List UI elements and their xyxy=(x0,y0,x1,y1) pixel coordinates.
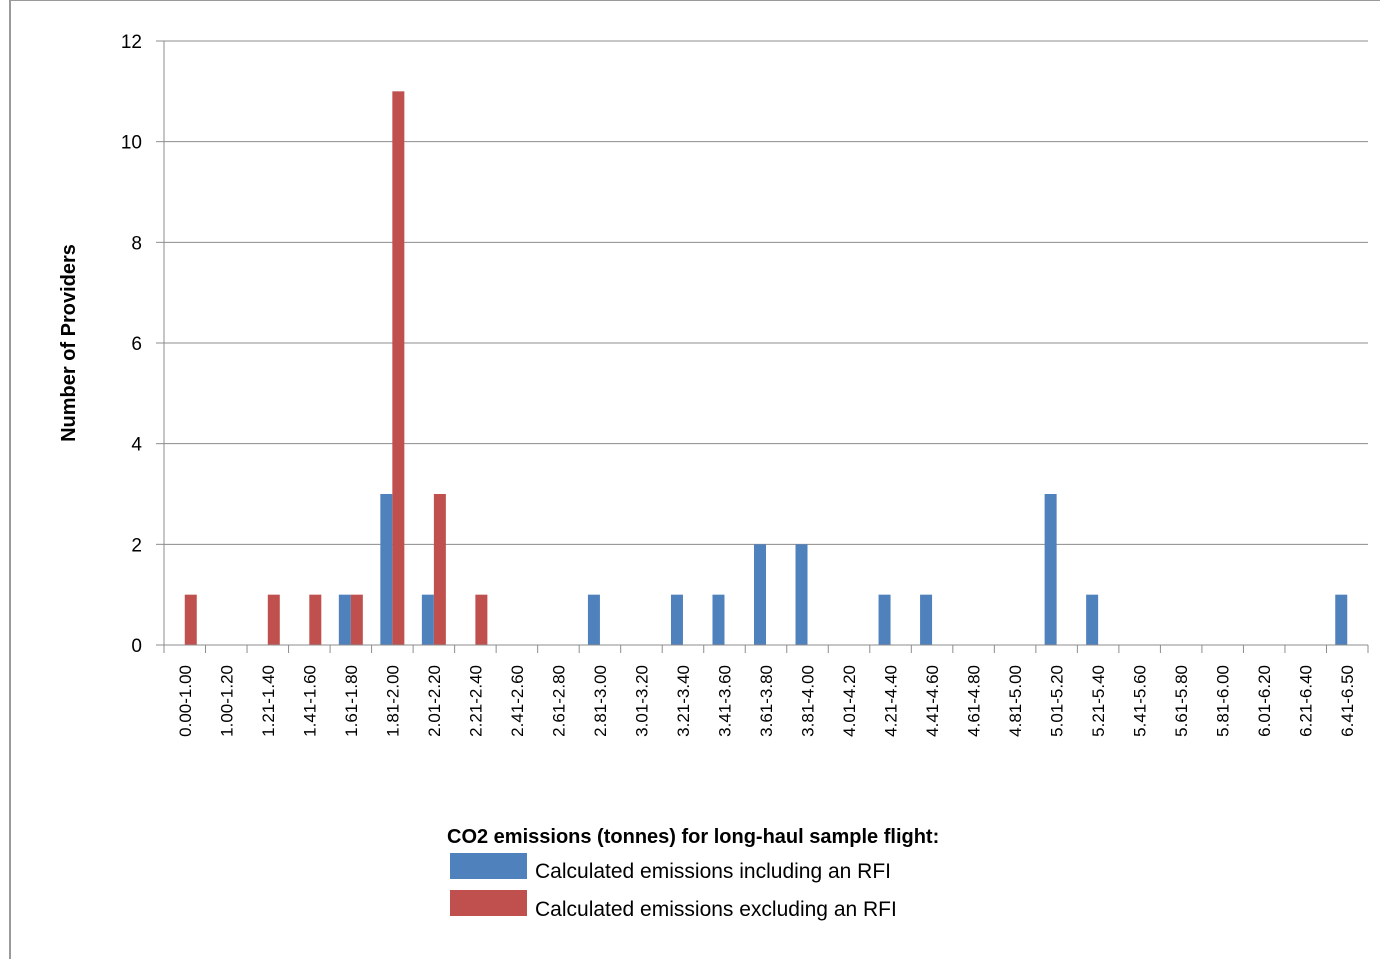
bar-excluding-rfi xyxy=(267,594,280,645)
bar-excluding-rfi xyxy=(309,594,322,645)
bar-including-rfi xyxy=(754,544,766,645)
bar-excluding-rfi xyxy=(433,494,446,645)
x-tick-label: 1.21-1.40 xyxy=(259,665,278,737)
x-tick-label: 3.81-4.00 xyxy=(799,665,818,737)
x-tick-label: 0.00-1.00 xyxy=(176,665,195,737)
bar-including-rfi xyxy=(1086,594,1099,645)
x-tick-label: 4.61-4.80 xyxy=(965,665,984,737)
x-tick-label: 3.61-3.80 xyxy=(757,665,776,737)
bar-excluding-rfi xyxy=(475,594,488,645)
legend-swatch-excluding-rfi xyxy=(450,890,527,916)
y-tick-labels: 0 2 4 6 8 10 12 xyxy=(121,32,143,657)
bar-excluding-rfi xyxy=(350,594,363,645)
axes xyxy=(163,41,1369,653)
x-tick-label: 5.01-5.20 xyxy=(1048,665,1067,737)
y-tick-label: 2 xyxy=(131,535,142,556)
x-tick-label: 6.21-6.40 xyxy=(1297,665,1316,737)
legend-label-excluding-rfi: Calculated emissions excluding an RFI xyxy=(535,898,897,921)
x-tick-label: 5.61-5.80 xyxy=(1172,665,1191,737)
x-tick-label: 3.21-3.40 xyxy=(674,665,693,737)
bar-including-rfi xyxy=(587,594,600,645)
bar-including-rfi xyxy=(1335,594,1348,645)
x-tick-label: 3.01-3.20 xyxy=(632,665,651,737)
x-tick-label: 1.00-1.20 xyxy=(217,665,236,737)
bar-including-rfi xyxy=(421,594,434,645)
y-tick-label: 6 xyxy=(131,334,142,355)
x-tick-label: 5.41-5.60 xyxy=(1131,665,1150,737)
bar-including-rfi xyxy=(920,594,933,645)
x-tick-label: 6.41-6.50 xyxy=(1338,665,1357,737)
legend-label-including-rfi: Calculated emissions including an RFI xyxy=(535,860,891,883)
x-tick-labels: 0.00-1.00 1.00-1.20 1.21-1.40 1.41-1.60 1.61… xyxy=(176,665,1357,737)
bar-including-rfi xyxy=(380,494,393,645)
x-tick-label: 3.41-3.60 xyxy=(715,665,734,737)
x-tick-label: 4.41-4.60 xyxy=(923,665,942,737)
x-tick-label: 5.21-5.40 xyxy=(1089,665,1108,737)
bar-including-rfi xyxy=(795,544,808,645)
x-tick-label: 2.41-2.60 xyxy=(508,665,527,737)
y-axis-label: Number of Providers xyxy=(58,244,80,442)
bar-including-rfi xyxy=(712,594,725,645)
x-tick-label: 6.01-6.20 xyxy=(1255,665,1274,737)
legend-swatch-including-rfi xyxy=(450,853,527,879)
legend-title: CO2 emissions (tonnes) for long-haul sam… xyxy=(447,826,939,848)
bar-including-rfi xyxy=(878,594,891,645)
x-tick-label: 2.01-2.20 xyxy=(425,665,444,737)
x-tick-label: 4.81-5.00 xyxy=(1006,665,1025,737)
bar-including-rfi xyxy=(670,594,683,645)
bar-including-rfi xyxy=(1044,494,1057,645)
bar-excluding-rfi xyxy=(392,91,405,646)
legend: CO2 emissions (tonnes) for long-haul sam… xyxy=(447,826,939,921)
x-tick-label: 4.01-4.20 xyxy=(840,665,859,737)
chart-frame xyxy=(9,0,1380,959)
x-tick-label: 2.21-2.40 xyxy=(466,665,485,737)
y-tick-label: 8 xyxy=(131,233,142,254)
y-tick-label: 0 xyxy=(131,636,142,657)
bar-including-rfi xyxy=(338,594,351,645)
bars xyxy=(184,91,1348,646)
y-tick-label: 4 xyxy=(131,435,142,456)
x-tick-label: 4.21-4.40 xyxy=(882,665,901,737)
y-tick-label: 10 xyxy=(121,133,142,154)
x-tick-label: 2.81-3.00 xyxy=(591,665,610,737)
x-tick-label: 1.81-2.00 xyxy=(383,665,402,737)
x-tick-label: 1.41-1.60 xyxy=(300,665,319,737)
x-tick-label: 5.81-6.00 xyxy=(1214,665,1233,737)
x-tick-label: 1.61-1.80 xyxy=(342,665,361,737)
x-tick-label: 2.61-2.80 xyxy=(549,665,568,737)
bar-excluding-rfi xyxy=(184,594,197,645)
y-tick-label: 12 xyxy=(121,32,142,53)
